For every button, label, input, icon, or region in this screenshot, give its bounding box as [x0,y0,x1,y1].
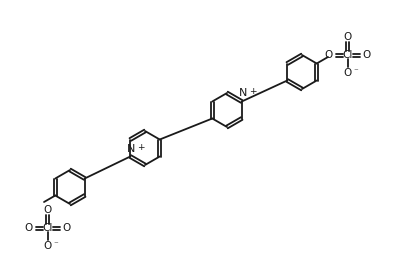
Text: Cl: Cl [43,223,53,233]
Text: O: O [44,205,52,215]
Text: N: N [127,143,135,154]
Text: ⁻: ⁻ [53,241,58,249]
Text: O: O [44,241,52,251]
Text: O: O [63,223,71,233]
Text: O: O [343,32,351,42]
Text: O: O [343,68,351,78]
Text: O: O [324,50,332,60]
Text: O: O [25,223,33,233]
Text: ⁻: ⁻ [352,68,357,76]
Text: N: N [238,89,246,99]
Text: O: O [362,50,370,60]
Text: +: + [137,143,144,151]
Text: +: + [248,87,255,96]
Text: Cl: Cl [342,50,352,60]
